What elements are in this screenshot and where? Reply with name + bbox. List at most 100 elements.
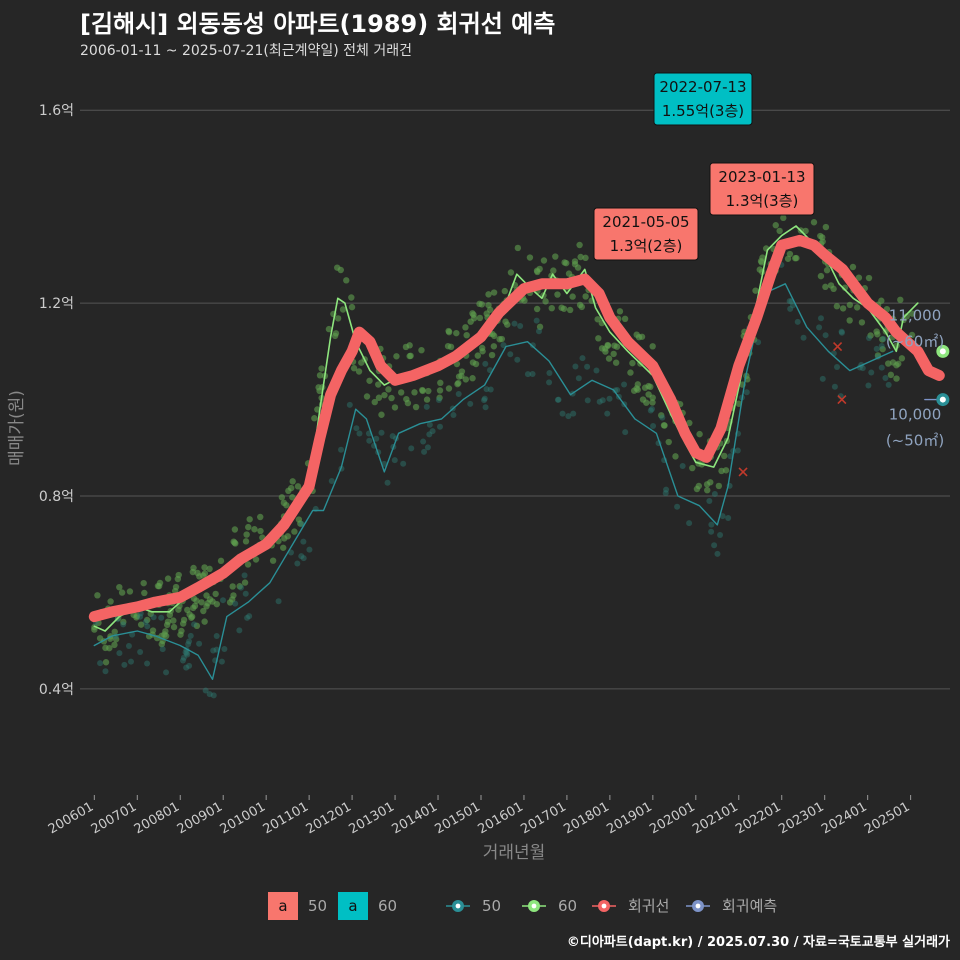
x-tick-label: 202001 (647, 799, 697, 837)
scatter-point-60 (672, 453, 679, 460)
scatter-point-60 (720, 452, 728, 460)
scatter-point-60 (540, 257, 548, 264)
scatter-point-50 (647, 407, 654, 414)
x-tick-label: 201501 (432, 799, 482, 837)
scatter-point-60 (802, 227, 809, 235)
scatter-point-60 (289, 494, 296, 501)
scatter-point-50 (481, 397, 488, 404)
scatter-point-50 (533, 317, 540, 324)
scatter-point-60 (849, 263, 857, 271)
scatter-point-60 (496, 336, 503, 343)
scatter-point-50 (213, 632, 220, 639)
scatter-point-60 (612, 359, 620, 366)
scatter-point-50 (717, 532, 724, 539)
scatter-point-60 (822, 283, 829, 291)
scatter-point-60 (486, 306, 494, 313)
scatter-point-60 (610, 350, 617, 358)
series-line-회귀선 (88, 234, 945, 623)
x-tick-label: 202401 (819, 799, 869, 837)
x-tick-label: 202301 (776, 799, 826, 837)
scatter-point-60 (853, 304, 861, 311)
scatter-point-60 (627, 369, 634, 376)
chart-title: [김해시] 외동동성 아파트(1989) 회귀선 예측 (80, 10, 556, 38)
scatter-point-50 (719, 513, 726, 520)
scatter-point-50 (546, 370, 553, 377)
scatter-point-60 (476, 314, 484, 322)
scatter-point-60 (858, 319, 866, 326)
scatter-point-60 (269, 557, 277, 564)
scatter-point-60 (885, 360, 892, 367)
annotation-box (709, 162, 815, 216)
scatter-point-60 (231, 526, 239, 533)
scatter-point-60 (686, 419, 693, 427)
scatter-point-60 (833, 303, 841, 310)
scatter-point-50 (408, 445, 415, 452)
scatter-point-50 (378, 429, 385, 436)
scatter-point-60 (437, 379, 444, 387)
annotation-date: 2021-05-05 (602, 213, 689, 231)
scatter-point-50 (529, 370, 536, 377)
endpoint-marker-dot-50 (939, 396, 946, 403)
scatter-point-50 (882, 375, 889, 382)
scatter-point-60 (257, 513, 264, 521)
annotation-price: 1.55억(3층) (662, 102, 744, 120)
scatter-point-50 (236, 627, 243, 634)
scatter-point-50 (129, 631, 136, 638)
scatter-point-60 (149, 627, 157, 634)
scatter-point-60 (554, 291, 561, 298)
scatter-point-60 (577, 253, 584, 261)
scatter-point-60 (241, 579, 249, 586)
scatter-point-60 (704, 486, 711, 494)
scatter-point-60 (823, 267, 831, 274)
scatter-point-60 (463, 332, 470, 339)
scatter-point-60 (199, 572, 207, 579)
scatter-point-60 (552, 253, 559, 260)
scatter-point-60 (638, 333, 646, 340)
scatter-point-50 (714, 550, 721, 557)
scatter-point-50 (179, 657, 186, 664)
scatter-point-60 (175, 571, 182, 579)
scatter-point-50 (275, 598, 282, 605)
scatter-point-60 (660, 422, 668, 429)
chart-subtitle: 2006-01-11 ~ 2025-07-21(최근계약일) 전체 거래건 (80, 43, 412, 59)
scatter-point-60 (190, 604, 197, 612)
scatter-point-60 (715, 482, 723, 490)
scatter-point-60 (419, 387, 426, 395)
scatter-point-60 (605, 355, 613, 362)
scatter-point-50 (838, 329, 845, 336)
scatter-point-60 (348, 294, 355, 301)
scatter-point-60 (504, 321, 511, 328)
scatter-point-60 (200, 607, 207, 615)
scatter-point-60 (542, 298, 549, 305)
scatter-point-60 (116, 583, 123, 591)
scatter-point-60 (485, 291, 492, 298)
outlier-marker (833, 341, 843, 352)
legend-key-box (268, 892, 298, 920)
scatter-point-50 (142, 618, 149, 625)
scatter-point-50 (159, 646, 166, 653)
scatter-point-50 (210, 647, 217, 654)
legend-line-label: 50 (482, 897, 501, 915)
scatter-point-50 (789, 302, 796, 309)
scatter-point-50 (125, 642, 132, 649)
scatter-point-60 (164, 618, 172, 625)
scatter-point-60 (469, 359, 477, 366)
scatter-point-50 (426, 431, 433, 438)
scatter-point-60 (94, 592, 101, 599)
scatter-point-50 (817, 315, 824, 322)
scatter-point-60 (318, 365, 325, 372)
x-tick-label: 202501 (862, 799, 912, 837)
scatter-point-50 (555, 396, 562, 403)
scatter-point-60 (582, 254, 589, 262)
scatter-point-60 (752, 287, 759, 294)
scatter-point-50 (621, 381, 628, 388)
scatter-point-60 (846, 301, 854, 309)
scatter-point-60 (689, 464, 696, 472)
scatter-point-60 (111, 641, 118, 649)
scatter-point-60 (289, 478, 296, 485)
scatter-point-50 (191, 621, 198, 628)
scatter-point-50 (822, 332, 829, 339)
scatter-point-50 (423, 403, 430, 410)
scatter-point-60 (251, 526, 258, 533)
scatter-point-50 (482, 404, 489, 411)
